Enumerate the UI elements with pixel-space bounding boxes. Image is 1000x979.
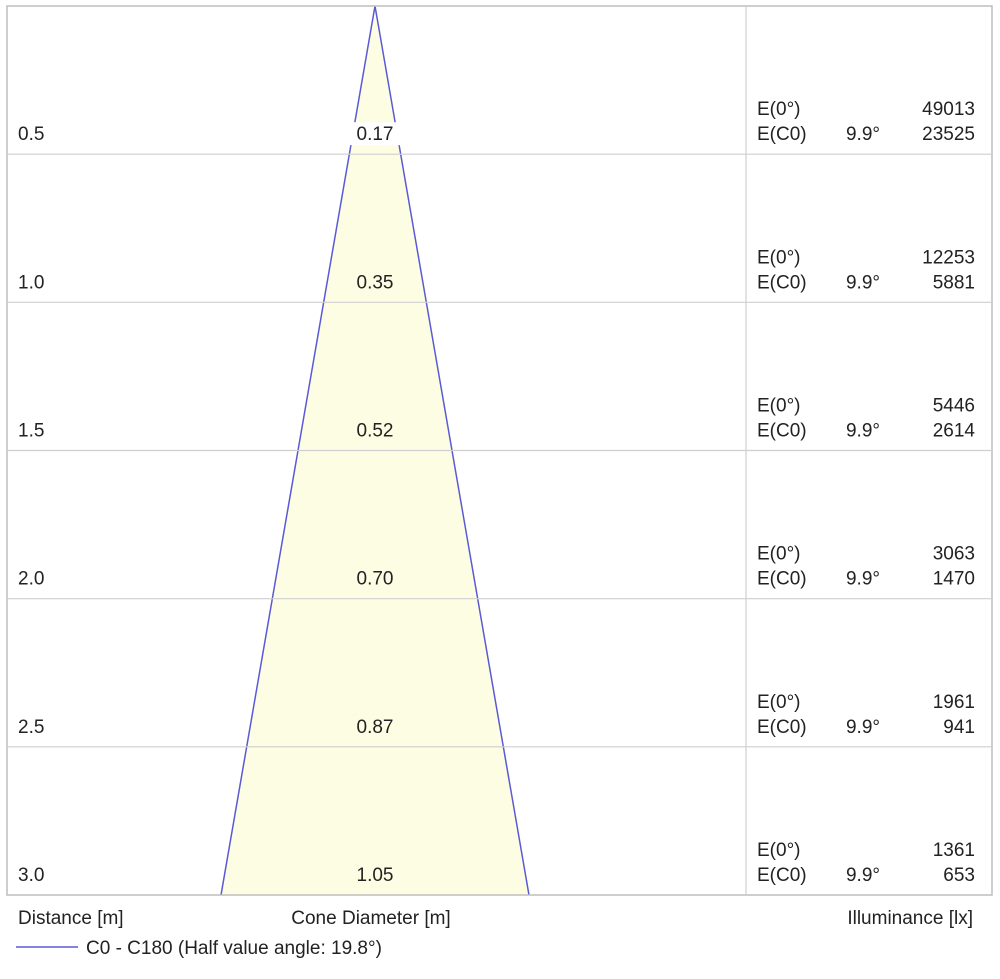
distance-value: 2.5 [18,717,44,738]
label-layer: 0.5 0.17 E(0°) 49013 E(C0) 9.9° 23525 1.0 0.35 E(… [18,99,975,886]
e0-label: E(0°) [757,692,801,713]
distance-value: 2.0 [18,569,44,590]
ec0-angle: 9.9° [846,124,880,145]
distance-value: 1.0 [18,272,44,293]
ec0-value: 5881 [933,272,975,293]
ec0-label: E(C0) [757,717,807,738]
distance-row: 2.5 0.87 E(0°) 1961 E(C0) 9.9° 941 [18,692,975,738]
distance-row: 1.5 0.52 E(0°) 5446 E(C0) 9.9° 2614 [18,396,975,442]
ec0-value: 653 [943,865,975,886]
ec0-label: E(C0) [757,421,807,442]
cone-diameter-value: 0.52 [357,421,394,442]
ec0-value: 1470 [933,569,975,590]
illuminance-axis-label: Illuminance [lx] [847,908,973,929]
cone-diameter-value: 0.35 [357,272,394,293]
cone-diameter-value: 0.87 [357,717,394,738]
diameter-label-bg [348,418,402,442]
e0-label: E(0°) [757,396,801,417]
ec0-label: E(C0) [757,865,807,886]
cone-diameter-axis-label: Cone Diameter [m] [291,908,450,929]
e0-label: E(0°) [757,99,801,120]
diameter-label-bg [348,566,402,590]
e0-value: 5446 [933,396,975,417]
distance-value: 3.0 [18,865,44,886]
e0-label: E(0°) [757,544,801,565]
ec0-angle: 9.9° [846,569,880,590]
diameter-label-bg [348,863,402,886]
ec0-angle: 9.9° [846,865,880,886]
cone-diameter-value: 0.17 [357,124,394,145]
distance-axis-label: Distance [m] [18,908,124,929]
diameter-label-bg [348,122,402,146]
e0-value: 49013 [922,99,975,120]
e0-label: E(0°) [757,247,801,268]
distance-row: 0.5 0.17 E(0°) 49013 E(C0) 9.9° 23525 [18,99,975,145]
distance-row: 1.0 0.35 E(0°) 12253 E(C0) 9.9° 5881 [18,247,975,294]
ec0-label: E(C0) [757,272,807,293]
legend-label: C0 - C180 (Half value angle: 19.8°) [86,938,382,959]
ec0-angle: 9.9° [846,421,880,442]
cone-diameter-value: 1.05 [357,865,394,886]
ec0-label: E(C0) [757,569,807,590]
diameter-label-bg [348,270,402,294]
e0-value: 12253 [922,247,975,268]
ec0-value: 2614 [933,421,976,442]
distance-value: 1.5 [18,421,44,442]
e0-value: 1961 [933,692,975,713]
ec0-angle: 9.9° [846,717,880,738]
e0-label: E(0°) [757,840,801,861]
e0-value: 3063 [933,544,975,565]
distance-row: 2.0 0.70 E(0°) 3063 E(C0) 9.9° 1470 [18,544,975,590]
cone-diameter-value: 0.70 [357,569,394,590]
diameter-label-bg [348,714,402,738]
e0-value: 1361 [933,840,975,861]
ec0-label: E(C0) [757,124,807,145]
ec0-value: 941 [943,717,975,738]
grid-layer [6,5,993,896]
ec0-angle: 9.9° [846,272,880,293]
ec0-value: 23525 [922,124,975,145]
distance-row: 3.0 1.05 E(0°) 1361 E(C0) 9.9° 653 [18,840,975,886]
distance-value: 0.5 [18,124,44,145]
